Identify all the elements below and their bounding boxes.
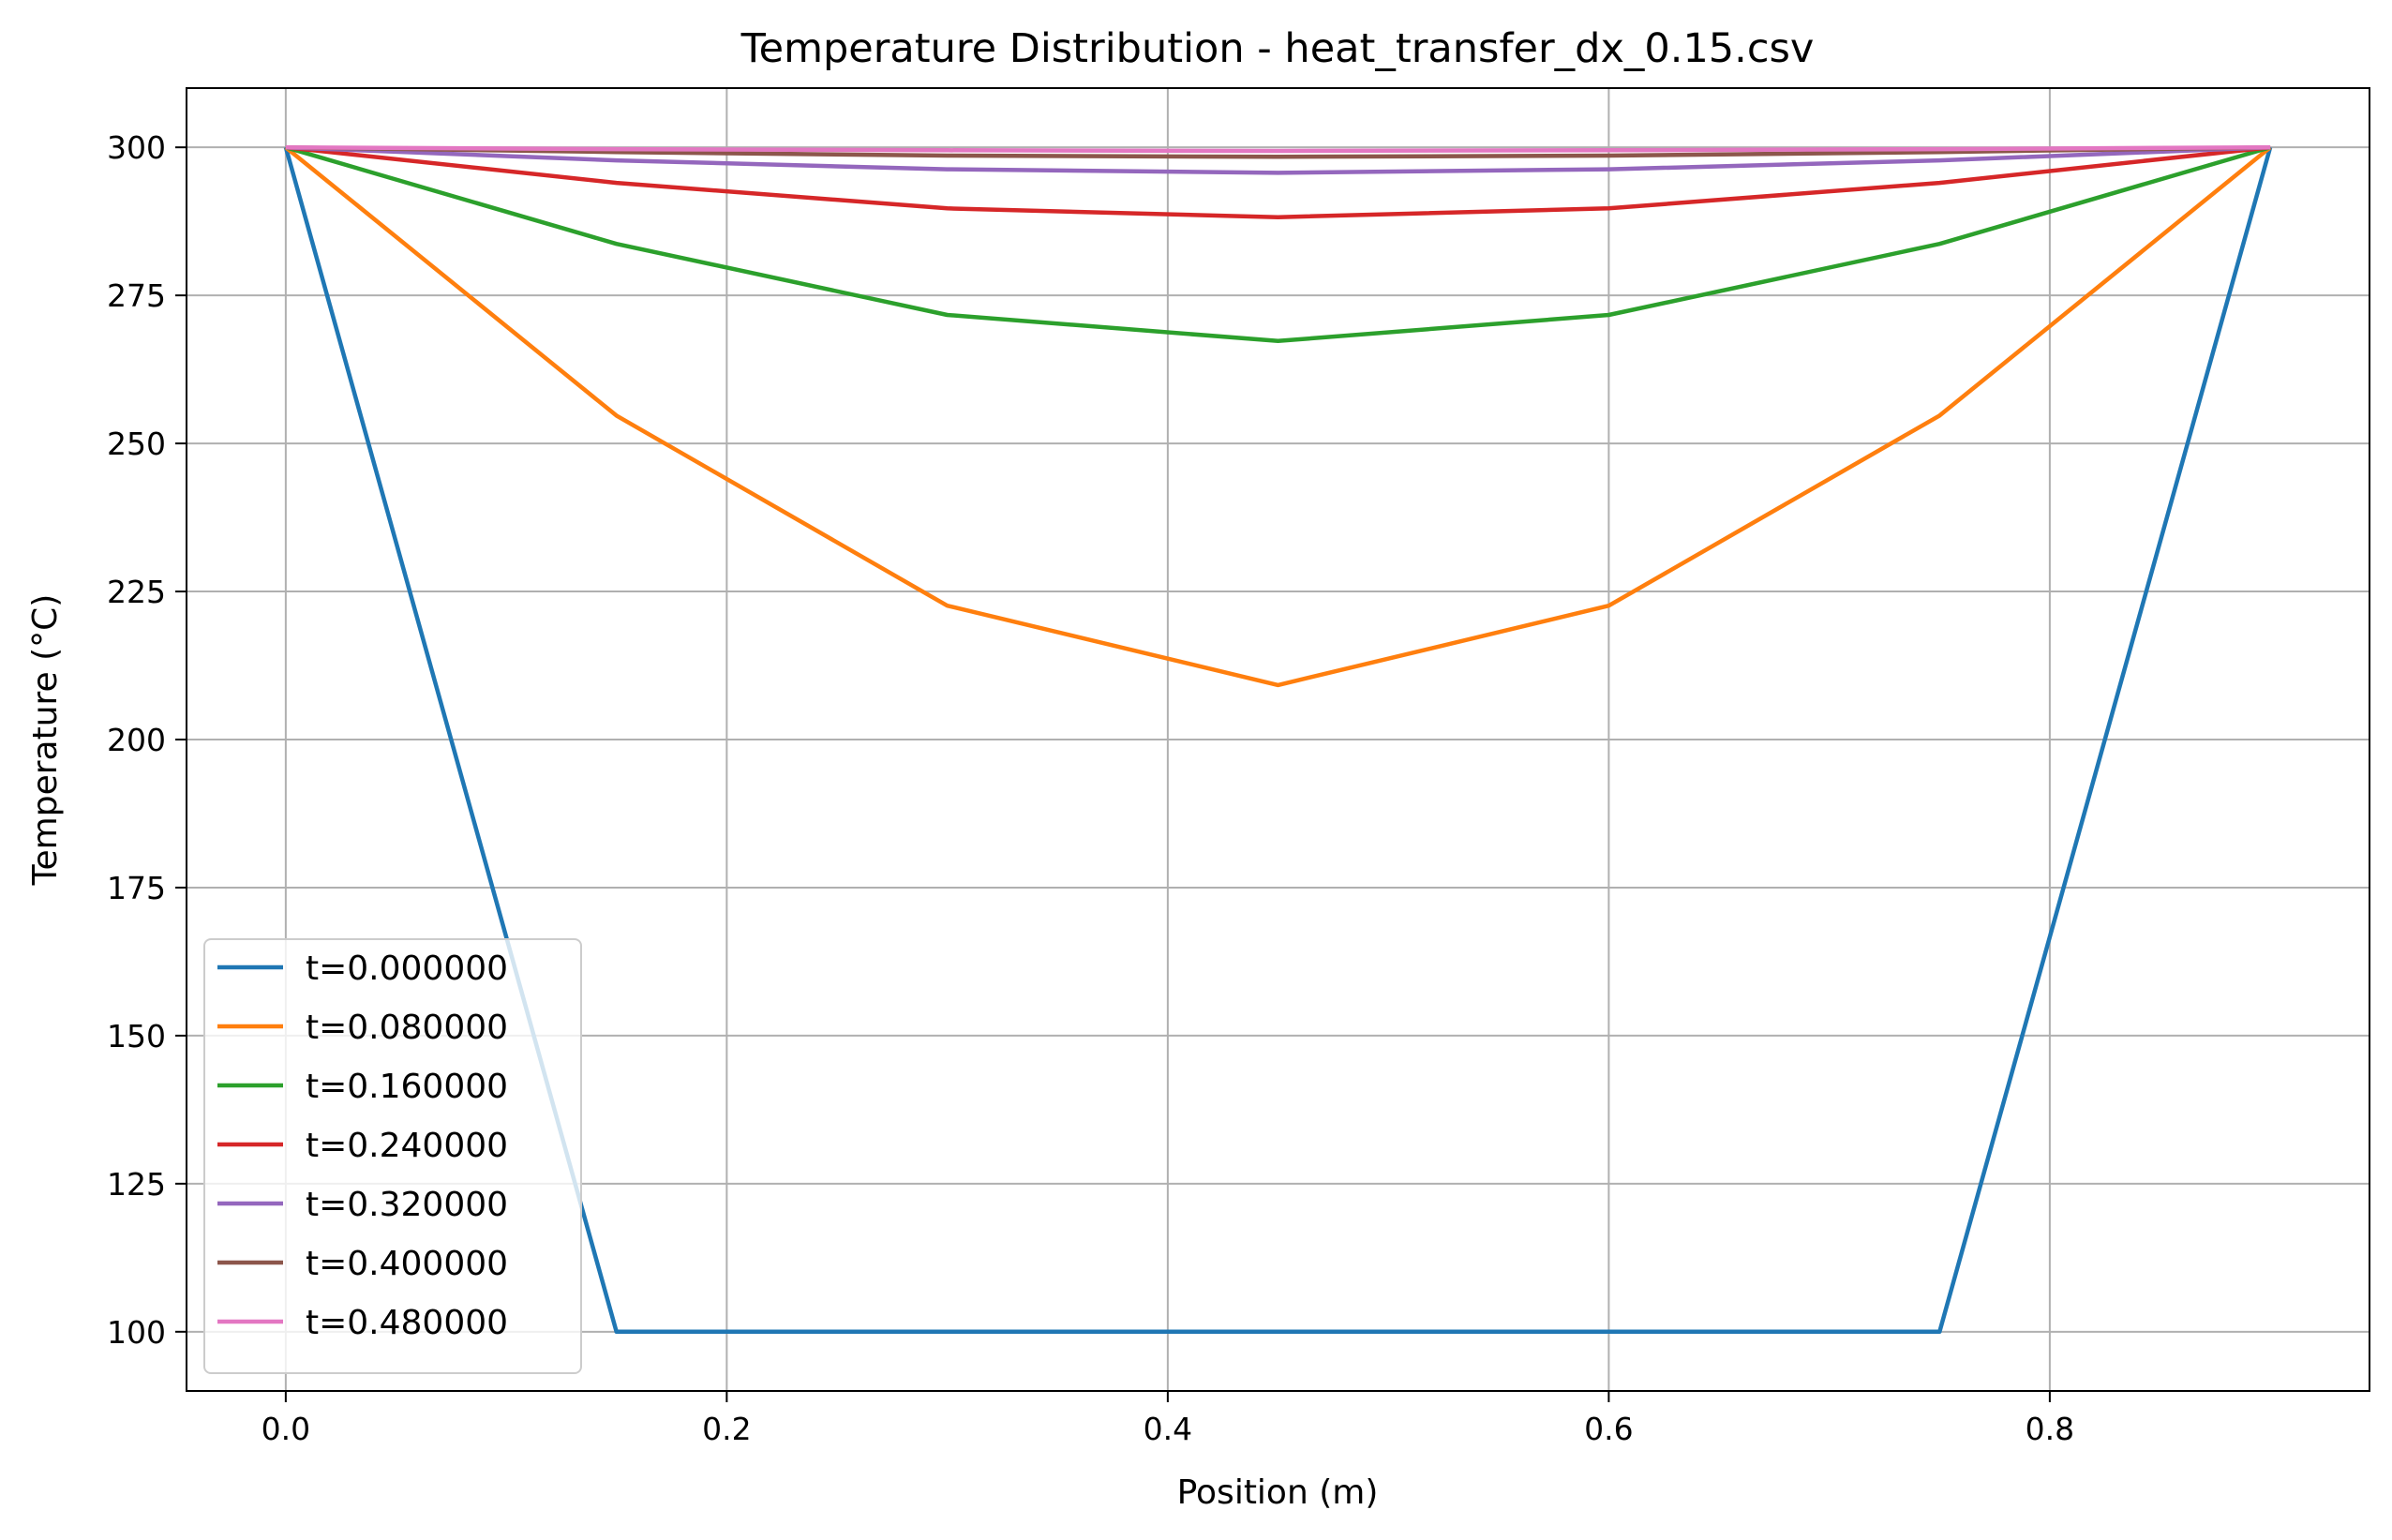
x-tick-label: 0.4 xyxy=(1144,1411,1192,1447)
y-tick-label: 225 xyxy=(107,574,166,610)
series-line-5 xyxy=(285,144,2271,159)
series-line-0 xyxy=(283,146,2273,1335)
series-line-4 xyxy=(285,144,2271,175)
y-axis-label: Temperature (°C) xyxy=(26,594,65,887)
series-line-2 xyxy=(285,145,2271,344)
y-tick-label: 275 xyxy=(107,277,166,314)
series-line-1 xyxy=(284,145,2272,688)
legend-label: t=0.480000 xyxy=(306,1304,508,1342)
legend-label: t=0.000000 xyxy=(306,949,508,988)
x-tick-label: 0.8 xyxy=(2026,1411,2074,1447)
axis-ticks: 0.0 0.2 0.4 0.6 0.8 100 125 150 175 200 225 250 275 3… xyxy=(107,129,2074,1447)
legend-label: t=0.160000 xyxy=(306,1068,508,1106)
legend-label: t=0.240000 xyxy=(306,1127,508,1165)
x-tick-label: 0.0 xyxy=(262,1411,310,1447)
y-tick-label: 300 xyxy=(107,129,166,166)
x-tick-label: 0.2 xyxy=(702,1411,751,1447)
series-line-3 xyxy=(285,144,2271,219)
chart-title: Temperature Distribution - heat_transfer… xyxy=(740,25,1815,72)
x-tick-label: 0.6 xyxy=(1584,1411,1633,1447)
y-tick-label: 200 xyxy=(107,722,166,758)
series-line-6 xyxy=(285,144,2271,154)
y-tick-label: 150 xyxy=(107,1018,166,1054)
legend-label: t=0.320000 xyxy=(306,1186,508,1224)
y-tick-label: 125 xyxy=(107,1166,166,1203)
y-tick-label: 175 xyxy=(107,870,166,906)
y-tick-label: 100 xyxy=(107,1314,166,1351)
legend-box xyxy=(203,938,582,1374)
legend-label: t=0.080000 xyxy=(306,1009,508,1047)
y-tick-label: 250 xyxy=(107,426,166,462)
legend: t=0.000000 t=0.080000 t=0.160000 t=0.240000… xyxy=(203,938,582,1374)
x-axis-label: Position (m) xyxy=(1177,1473,1379,1512)
series-lines xyxy=(283,144,2273,1335)
legend-label: t=0.400000 xyxy=(306,1245,508,1283)
